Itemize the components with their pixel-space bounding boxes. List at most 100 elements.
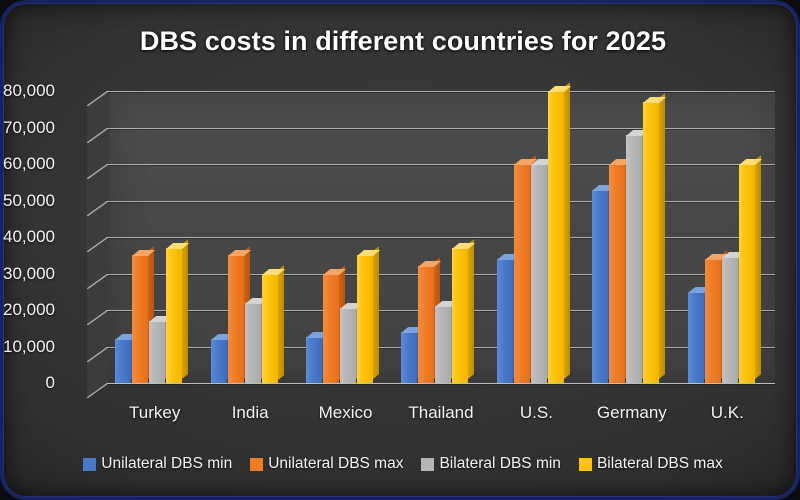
bar-front-face (340, 308, 357, 383)
x-tick-label: Turkey (129, 403, 181, 422)
legend-label: Bilateral DBS max (596, 455, 723, 472)
x-tick-label: Mexico (318, 403, 373, 422)
bar[interactable] (210, 330, 234, 383)
chart-title: DBS costs in different countries for 202… (139, 26, 667, 56)
bar[interactable] (547, 82, 572, 383)
legend-label: Unilateral DBS min (101, 455, 233, 472)
gridline-depth-edge (87, 127, 108, 143)
legend-item[interactable]: Bilateral DBS max (578, 455, 723, 473)
bar-group (393, 91, 488, 383)
gridline-depth-edge (87, 91, 108, 106)
bar[interactable] (149, 312, 173, 383)
bar[interactable] (261, 264, 285, 383)
y-tick-label: 20,000 (3, 300, 55, 319)
legend-label: Unilateral DBS max (268, 455, 404, 472)
gridline (107, 91, 775, 92)
bar-front-face (513, 164, 530, 383)
bar[interactable] (530, 155, 555, 383)
bar[interactable] (626, 126, 650, 383)
bar[interactable] (643, 93, 667, 383)
bar-front-face (609, 164, 626, 383)
legend-item[interactable]: Unilateral DBS max (250, 455, 403, 473)
x-tick-label: U.K. (710, 403, 744, 422)
bar-front-face (227, 255, 244, 383)
gridline (107, 237, 775, 238)
legend-swatch-icon (421, 457, 435, 471)
bar-front-face (244, 302, 261, 383)
bar-front-face (210, 339, 227, 383)
x-axis-labels: Turkey India Mexico Thailand U.S. Germany U.K. (87, 403, 779, 429)
bar-side-face (659, 93, 666, 379)
bar[interactable] (227, 246, 251, 383)
bar[interactable] (704, 250, 728, 383)
bar-group (298, 91, 393, 383)
bar-side-face (754, 155, 761, 379)
bar-front-face (592, 189, 609, 383)
x-tick-label: Germany (596, 403, 667, 422)
bar[interactable] (452, 239, 476, 383)
y-tick-label: 10,000 (3, 336, 55, 356)
y-tick-label: 70,000 (3, 117, 55, 137)
bar[interactable] (323, 264, 347, 383)
bar[interactable] (435, 297, 459, 383)
bar-group (584, 91, 679, 383)
bar-front-face (435, 306, 452, 383)
bar-front-face (115, 339, 132, 383)
bar-front-face (721, 257, 738, 383)
bar[interactable] (609, 155, 633, 383)
bar-front-face (452, 247, 469, 383)
gridline-depth-edge (87, 164, 108, 179)
bar-group (107, 91, 202, 383)
gridline (107, 127, 775, 129)
gridline-depth-edge (87, 237, 108, 252)
bar[interactable] (166, 239, 190, 383)
legend-swatch-icon (83, 457, 97, 471)
bar[interactable] (340, 299, 364, 383)
x-tick-label: U.S. (519, 403, 553, 422)
bar-groups (107, 82, 775, 383)
gridline (107, 383, 775, 384)
bar-side-face (373, 246, 380, 379)
bar-group (202, 91, 297, 383)
legend-item[interactable]: Unilateral DBS min (83, 455, 232, 473)
bar[interactable] (357, 246, 381, 383)
gridline (107, 164, 775, 165)
bar[interactable] (513, 155, 538, 383)
bar-front-face (418, 266, 435, 383)
gridline-depth-edge (87, 346, 108, 362)
bar[interactable] (721, 248, 745, 383)
bar-front-face (738, 164, 755, 383)
gridline-depth-edge (87, 273, 108, 289)
legend-swatch-icon (578, 457, 592, 471)
bar[interactable] (592, 180, 616, 383)
y-tick-label: 80,000 (3, 81, 55, 100)
gridline (107, 273, 775, 275)
legend-item[interactable]: Bilateral DBS min (421, 455, 561, 473)
bar[interactable] (306, 328, 330, 383)
y-tick-label: 0 (45, 373, 55, 392)
bar-front-face (530, 164, 547, 383)
chart-legend: Unilateral DBS min Unilateral DBS max Bila… (3, 455, 797, 473)
bar[interactable] (418, 257, 442, 383)
y-tick-label: 40,000 (3, 227, 55, 246)
bar-group (680, 91, 775, 383)
bar-front-face (261, 273, 278, 383)
bar-front-face (323, 273, 340, 383)
bar[interactable] (687, 283, 711, 383)
bar[interactable] (496, 250, 521, 383)
y-tick-label: 50,000 (3, 190, 55, 210)
bar-front-face (496, 258, 513, 383)
bar[interactable] (738, 155, 762, 383)
y-tick-label: 60,000 (3, 154, 55, 173)
bar[interactable] (244, 294, 268, 383)
bar[interactable] (401, 323, 425, 383)
bar-front-face (357, 255, 374, 383)
x-tick-label: Thailand (408, 403, 474, 422)
bar-front-face (687, 291, 704, 383)
gridline-depth-edge (87, 310, 108, 325)
legend-swatch-icon (250, 457, 264, 471)
bar[interactable] (132, 246, 156, 383)
bar[interactable] (115, 330, 139, 383)
bar-front-face (166, 247, 183, 383)
bar-side-face (277, 264, 284, 379)
